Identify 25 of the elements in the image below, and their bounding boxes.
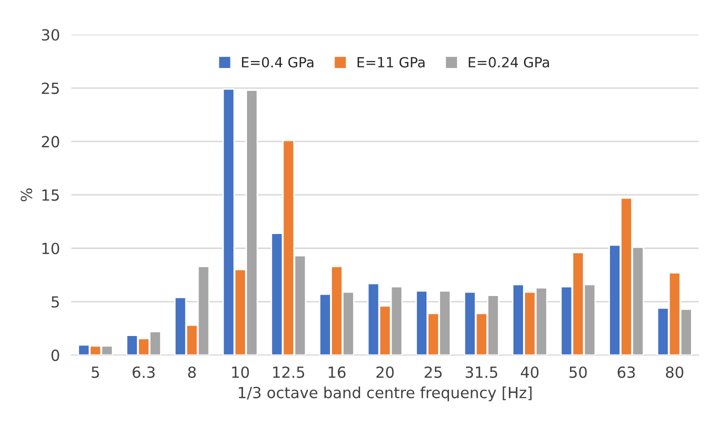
x-tick-label: 50 <box>570 366 587 378</box>
x-tick-label: 40 <box>520 366 539 378</box>
y-tick-label: 10 <box>42 242 60 254</box>
y-axis-title: % <box>20 188 32 202</box>
x-tick-label: 16 <box>328 366 346 378</box>
y-tick-label: 0 <box>51 350 60 362</box>
x-tick-label: 31.5 <box>466 366 498 378</box>
x-tick-label: 12.5 <box>273 366 304 378</box>
x-axis-title: 1/3 octave band centre frequency [Hz] <box>238 386 532 402</box>
legend-label: E=0.4 GPa <box>242 57 314 68</box>
x-tick-label: 8 <box>188 366 196 378</box>
legend-label: E=11 GPa <box>358 57 425 68</box>
x-tick-label: 6.3 <box>132 366 155 378</box>
legend-label: E=0.24 GPa <box>468 57 549 68</box>
y-tick-label: 15 <box>42 190 59 201</box>
x-tick-label: 20 <box>376 366 394 378</box>
x-tick-label: 63 <box>618 366 635 378</box>
y-tick-label: 30 <box>42 29 60 41</box>
y-tick-label: 25 <box>42 82 59 94</box>
y-tick-label: 20 <box>42 136 60 148</box>
y-tick-label: 5 <box>52 296 59 308</box>
x-tick-label: 10 <box>232 366 249 378</box>
x-tick-label: 80 <box>666 366 684 378</box>
x-tick-label: 5 <box>92 366 99 378</box>
x-tick-label: 25 <box>424 366 442 378</box>
